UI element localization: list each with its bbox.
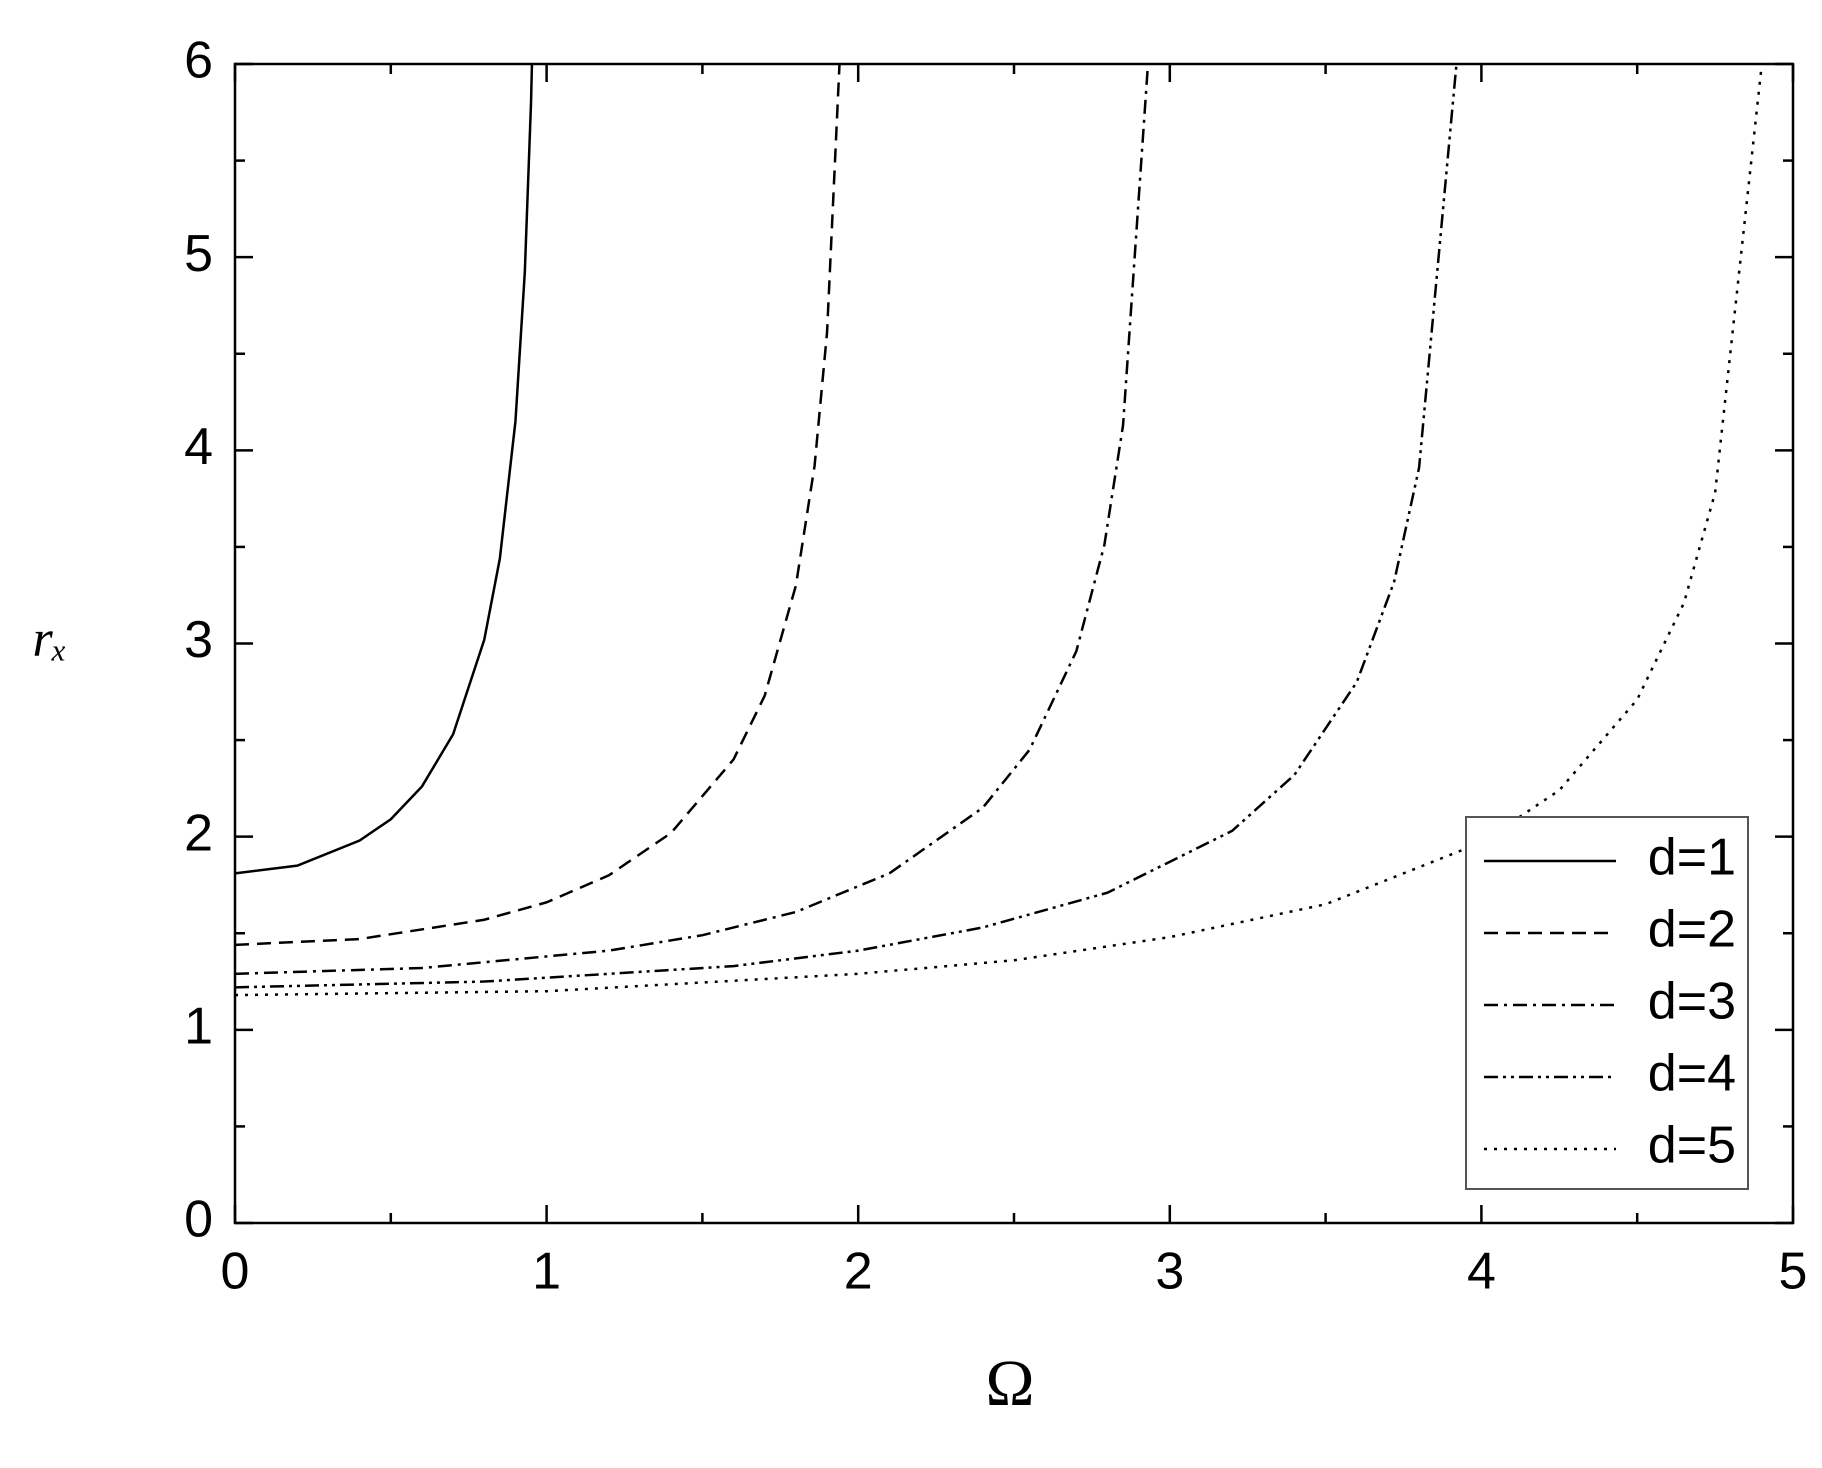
y-tick-label: 4 [184,418,213,476]
legend-box [1465,816,1749,1190]
legend-label: d=5 [1648,1117,1736,1175]
y-tick-label: 6 [184,32,213,90]
x-tick-label: 3 [1155,1243,1184,1301]
legend-label: d=4 [1648,1045,1736,1103]
x-axis-label: Ω [985,1347,1034,1420]
series-line [234,63,534,875]
legend-label: d=3 [1648,973,1736,1031]
series-line [234,63,1150,976]
y-tick-label: 5 [184,225,213,283]
legend-label: d=1 [1648,829,1736,887]
series-line [234,63,841,947]
series-line [234,63,1764,997]
y-tick-label: 0 [184,1191,213,1249]
legend-label: d=2 [1648,901,1736,959]
x-tick-label: 5 [1779,1243,1808,1301]
x-tick-label: 2 [844,1243,873,1301]
x-tick-label: 4 [1467,1243,1496,1301]
y-tick-label: 3 [184,611,213,669]
y-tick-label: 1 [184,998,213,1056]
x-tick-label: 1 [532,1243,561,1301]
y-tick-label: 2 [184,804,213,862]
x-tick-label: 0 [221,1243,250,1301]
series-line [234,63,1458,989]
y-axis-label: rₓ [32,611,67,668]
